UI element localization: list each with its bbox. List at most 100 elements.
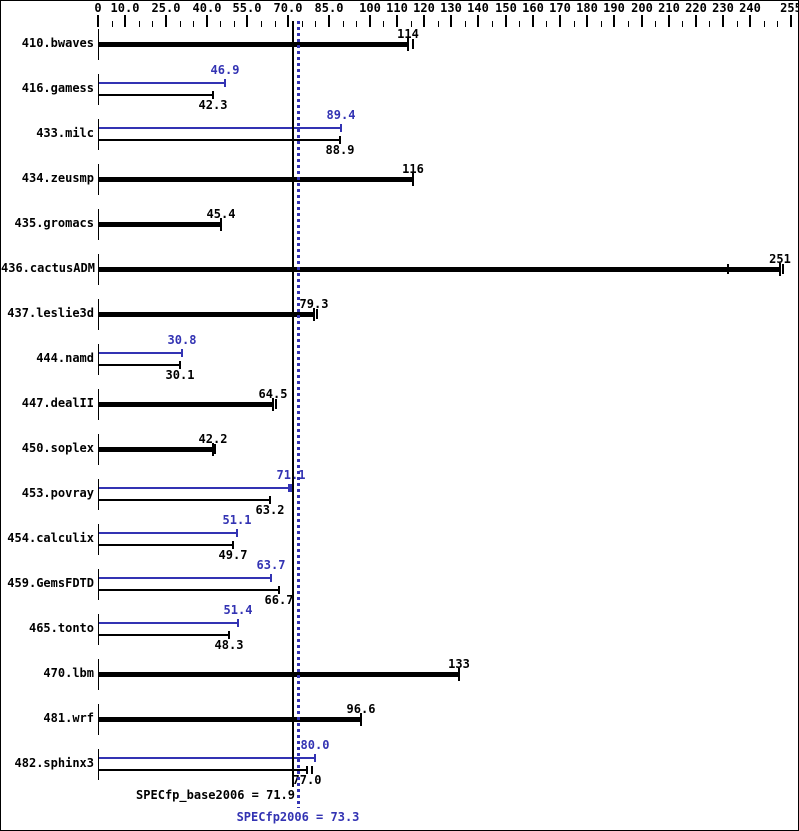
base-bar-end-cap: [212, 91, 214, 99]
base-bar-end-cap: [220, 218, 222, 231]
axis-minor-tick: [302, 21, 303, 27]
axis-minor-tick: [574, 21, 575, 27]
axis-tick-label: 210: [658, 1, 680, 15]
axis-minor-tick: [139, 21, 140, 27]
base-bar: [99, 634, 229, 636]
axis-minor-tick: [152, 21, 153, 27]
axis-major-tick: [246, 15, 248, 27]
run-mark: [316, 309, 318, 319]
run-mark: [214, 444, 216, 454]
axis-minor-tick: [628, 21, 629, 27]
axis-minor-tick: [655, 21, 656, 27]
axis-major-tick: [369, 15, 371, 27]
base-bar: [99, 364, 180, 366]
axis-major-tick: [328, 15, 330, 27]
base-bar: [99, 139, 340, 141]
base-mean-reference-line: [292, 21, 294, 787]
base-value-label: 66.7: [264, 593, 294, 607]
specfp-base2006-summary-label: SPECfp_base2006 = 71.9: [136, 788, 295, 802]
benchmark-name: 450.soplex: [21, 441, 94, 455]
benchmark-name: 481.wrf: [43, 711, 94, 725]
axis-major-tick: [97, 15, 99, 27]
peak-bar-end-cap: [181, 349, 183, 357]
peak-value-label: 63.7: [256, 558, 286, 572]
row-axis-line: [98, 299, 99, 330]
peak-bar-end-cap: [236, 529, 238, 537]
peak-value-label: 51.1: [222, 513, 252, 527]
axis-minor-tick: [601, 21, 602, 27]
axis-major-tick: [559, 15, 561, 27]
base-value-label: 251: [769, 252, 791, 266]
row-axis-line: [98, 164, 99, 195]
run-mark: [275, 399, 277, 409]
axis-major-tick: [423, 15, 425, 27]
peak-bar-end-cap: [314, 754, 316, 762]
benchmark-name: 482.sphinx3: [14, 756, 94, 770]
benchmark-name: 459.GemsFDTD: [7, 576, 94, 590]
base-value-label: 116: [402, 162, 424, 176]
benchmark-name: 434.zeusmp: [21, 171, 94, 185]
axis-tick-label: 230: [712, 1, 734, 15]
row-axis-line: [98, 659, 99, 690]
peak-bar-end-cap: [224, 79, 226, 87]
axis-major-tick: [749, 15, 751, 27]
run-mark: [727, 264, 729, 274]
axis-minor-tick: [343, 21, 344, 27]
axis-tick-label: 25.0: [151, 1, 181, 15]
peak-value-label: 30.8: [167, 333, 197, 347]
base-bar: [99, 42, 408, 47]
benchmark-name: 437.leslie3d: [7, 306, 94, 320]
peak-bar-end-cap: [340, 124, 342, 132]
axis-major-tick: [165, 15, 167, 27]
run-mark: [311, 766, 313, 774]
row-axis-line: [98, 254, 99, 285]
axis-tick-label: 85.0: [314, 1, 344, 15]
peak-bar: [99, 352, 182, 354]
axis-tick-label: 190: [603, 1, 625, 15]
axis-minor-tick: [492, 21, 493, 27]
axis-tick-label: 240: [739, 1, 761, 15]
axis-minor-tick: [682, 21, 683, 27]
base-value-label: 114: [397, 27, 419, 41]
specfp2006-summary-label: SPECfp2006 = 73.3: [236, 810, 360, 824]
row-axis-line: [98, 209, 99, 240]
row-axis-line: [98, 749, 99, 780]
base-value-label: 30.1: [165, 368, 195, 382]
base-bar-end-cap: [306, 766, 308, 774]
axis-tick-label: 130: [440, 1, 462, 15]
axis-major-tick: [790, 15, 792, 27]
row-axis-line: [98, 434, 99, 465]
axis-minor-tick: [411, 21, 412, 27]
axis-major-tick: [124, 15, 126, 27]
base-bar-end-cap: [269, 496, 271, 504]
base-value-label: 49.7: [218, 548, 248, 562]
base-value-label: 79.3: [299, 297, 329, 311]
benchmark-name: 416.gamess: [21, 81, 94, 95]
base-value-label: 96.6: [346, 702, 376, 716]
row-axis-line: [98, 29, 99, 60]
axis-major-tick: [396, 15, 398, 27]
axis-minor-tick: [709, 21, 710, 27]
axis-major-tick: [477, 15, 479, 27]
benchmark-name: 470.lbm: [43, 666, 94, 680]
row-axis-line: [98, 569, 99, 600]
base-bar: [99, 402, 273, 407]
base-bar: [99, 267, 780, 272]
base-bar-end-cap: [232, 541, 234, 549]
base-bar-end-cap: [212, 443, 214, 456]
axis-major-tick: [668, 15, 670, 27]
row-axis-line: [98, 614, 99, 645]
peak-bar-end-cap: [290, 484, 292, 492]
run-mark: [412, 39, 414, 49]
axis-tick-label: 180: [576, 1, 598, 15]
base-bar: [99, 544, 233, 546]
peak-value-label: 71.1: [276, 468, 306, 482]
axis-tick-label: 110: [386, 1, 408, 15]
axis-tick-label: 10.0: [110, 1, 140, 15]
axis-tick-label: 220: [685, 1, 707, 15]
base-bar-end-cap: [313, 308, 315, 321]
axis-major-tick: [505, 15, 507, 27]
base-bar-end-cap: [360, 713, 362, 726]
base-value-label: 64.5: [258, 387, 288, 401]
